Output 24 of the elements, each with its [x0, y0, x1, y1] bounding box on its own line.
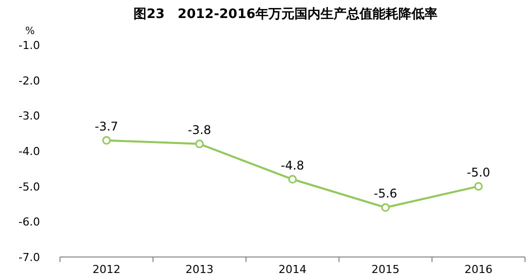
x-tick-label: 2012 [92, 263, 120, 276]
point [102, 136, 111, 145]
y-tick-label: -5.0 [18, 180, 40, 194]
y-tick-label: -3.0 [18, 110, 40, 123]
x-tick-label: 2016 [464, 263, 492, 276]
point [381, 203, 390, 212]
point [474, 182, 483, 191]
y-tick-label: -2.0 [18, 74, 40, 88]
y-tick-label: -4.0 [18, 145, 40, 158]
data-label: -3.8 [188, 122, 212, 137]
y-tick-label: -1.0 [18, 39, 40, 52]
data-label: -5.6 [374, 186, 398, 201]
x-tick-label: 2015 [372, 263, 400, 276]
data-label: -3.7 [94, 119, 118, 134]
data-label: -4.8 [280, 158, 304, 172]
y-tick-label: -6.0 [18, 216, 40, 229]
point [288, 175, 297, 184]
point [195, 140, 204, 148]
y-axis-title: % [25, 26, 35, 37]
data-label: -5.0 [466, 165, 490, 180]
y-tick-label: -7.0 [18, 251, 40, 264]
x-tick-label: 2013 [186, 263, 214, 276]
chart-title: 图23 2012-2016年万元国内生产总值能耗降低率 [134, 6, 438, 22]
x-tick-label: 2014 [278, 263, 306, 276]
